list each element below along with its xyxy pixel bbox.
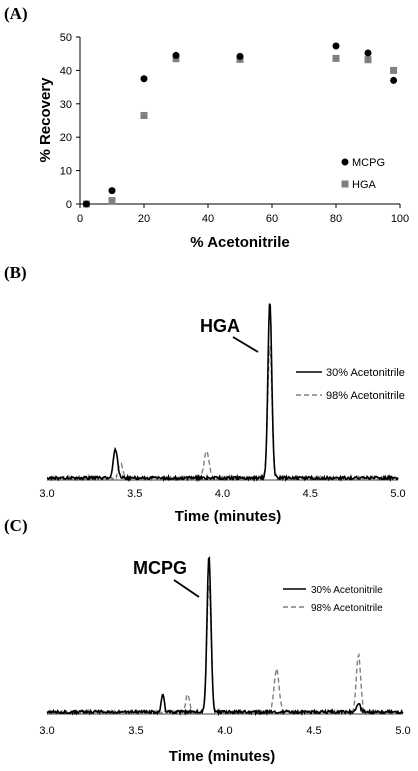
panel-a-letter: (A) bbox=[4, 4, 28, 23]
point-hga bbox=[140, 111, 148, 119]
panel-c-legend-label-30: 30% Acetonitrile bbox=[311, 585, 383, 596]
panel-b-legend-label-98: 98% Acetonitrile bbox=[326, 390, 405, 402]
x-tick-label: 4.5 bbox=[306, 725, 321, 737]
x-tick-label: 4.0 bbox=[215, 488, 230, 500]
x-tick-label: 40 bbox=[202, 213, 214, 225]
panel-b-annotation-pointer bbox=[232, 336, 259, 353]
point-mcpg bbox=[172, 51, 180, 59]
panel-a-legend: MCPG HGA bbox=[341, 157, 385, 191]
panel-c-legend: 30% Acetonitrile 98% Acetonitrile bbox=[283, 585, 383, 614]
trace-30-acetonitrile bbox=[46, 303, 399, 483]
panel-c-xlabel: Time (minutes) bbox=[169, 748, 275, 765]
point-mcpg bbox=[332, 42, 340, 50]
x-tick-label: 3.5 bbox=[127, 488, 142, 500]
y-tick-label: 40 bbox=[60, 65, 72, 77]
legend-marker-mcpg bbox=[341, 158, 349, 166]
panel-b-annotation: HGA bbox=[200, 316, 240, 336]
panel-b-legend: 30% Acetonitrile 98% Acetonitrile bbox=[296, 367, 405, 402]
x-tick-label: 3.0 bbox=[39, 488, 54, 500]
point-hga bbox=[108, 197, 116, 205]
trace-30-acetonitrile bbox=[46, 556, 404, 717]
panel-b-traces bbox=[46, 303, 399, 483]
point-mcpg bbox=[236, 52, 244, 60]
point-mcpg bbox=[390, 76, 398, 84]
y-tick-label: 50 bbox=[60, 32, 72, 44]
panel-a-points bbox=[82, 42, 398, 208]
point-hga bbox=[390, 66, 398, 74]
panel-c-annotation-pointer bbox=[173, 579, 200, 598]
panel-c-letter: (C) bbox=[4, 516, 28, 535]
point-mcpg bbox=[140, 75, 148, 83]
y-tick-label: 10 bbox=[60, 166, 72, 178]
point-mcpg bbox=[108, 187, 116, 195]
panel-b-xlabel: Time (minutes) bbox=[175, 508, 281, 525]
panel-b-letter: (B) bbox=[4, 263, 27, 282]
panel-a-ylabel: % Recovery bbox=[37, 77, 54, 163]
x-tick-label: 0 bbox=[77, 213, 83, 225]
point-hga bbox=[364, 56, 372, 64]
x-tick-label: 3.0 bbox=[39, 725, 54, 737]
x-tick-label: 60 bbox=[266, 213, 278, 225]
panel-c-legend-label-98: 98% Acetonitrile bbox=[311, 603, 383, 614]
panel-c-annotation: MCPG bbox=[133, 558, 187, 578]
x-tick-label: 4.0 bbox=[217, 725, 232, 737]
panel-c-axes: 3.0 3.5 4.0 4.5 5.0 bbox=[39, 713, 411, 737]
y-tick-label: 30 bbox=[60, 99, 72, 111]
legend-label-mcpg: MCPG bbox=[352, 157, 385, 169]
panel-b-legend-label-30: 30% Acetonitrile bbox=[326, 367, 405, 379]
panel-a-axes: 0 10 20 30 40 50 0 20 40 60 80 100 bbox=[60, 32, 409, 225]
legend-marker-hga bbox=[341, 180, 349, 188]
y-tick-label: 20 bbox=[60, 132, 72, 144]
panel-b: (B) 3.0 3.5 4.0 4.5 5.0 Time (minutes) HGA 3… bbox=[4, 263, 406, 525]
x-tick-label: 4.5 bbox=[303, 488, 318, 500]
x-tick-label: 80 bbox=[330, 213, 342, 225]
x-tick-label: 5.0 bbox=[395, 725, 410, 737]
point-mcpg bbox=[82, 200, 90, 208]
x-tick-label: 100 bbox=[391, 213, 409, 225]
y-tick-label: 0 bbox=[66, 199, 72, 211]
panel-a: (A) % Recovery % Acetonitrile 0 10 20 30 40 5… bbox=[4, 4, 409, 251]
panel-b-axes: 3.0 3.5 4.0 4.5 5.0 bbox=[39, 479, 406, 500]
panel-c-traces bbox=[46, 556, 404, 717]
legend-label-hga: HGA bbox=[352, 179, 377, 191]
panel-a-xlabel: % Acetonitrile bbox=[190, 234, 289, 251]
point-mcpg bbox=[364, 49, 372, 57]
panel-c: (C) 3.0 3.5 4.0 4.5 5.0 Time (minutes) MCPG … bbox=[4, 516, 411, 765]
x-tick-label: 3.5 bbox=[128, 725, 143, 737]
x-tick-label: 20 bbox=[138, 213, 150, 225]
point-hga bbox=[332, 54, 340, 62]
x-tick-label: 5.0 bbox=[390, 488, 405, 500]
